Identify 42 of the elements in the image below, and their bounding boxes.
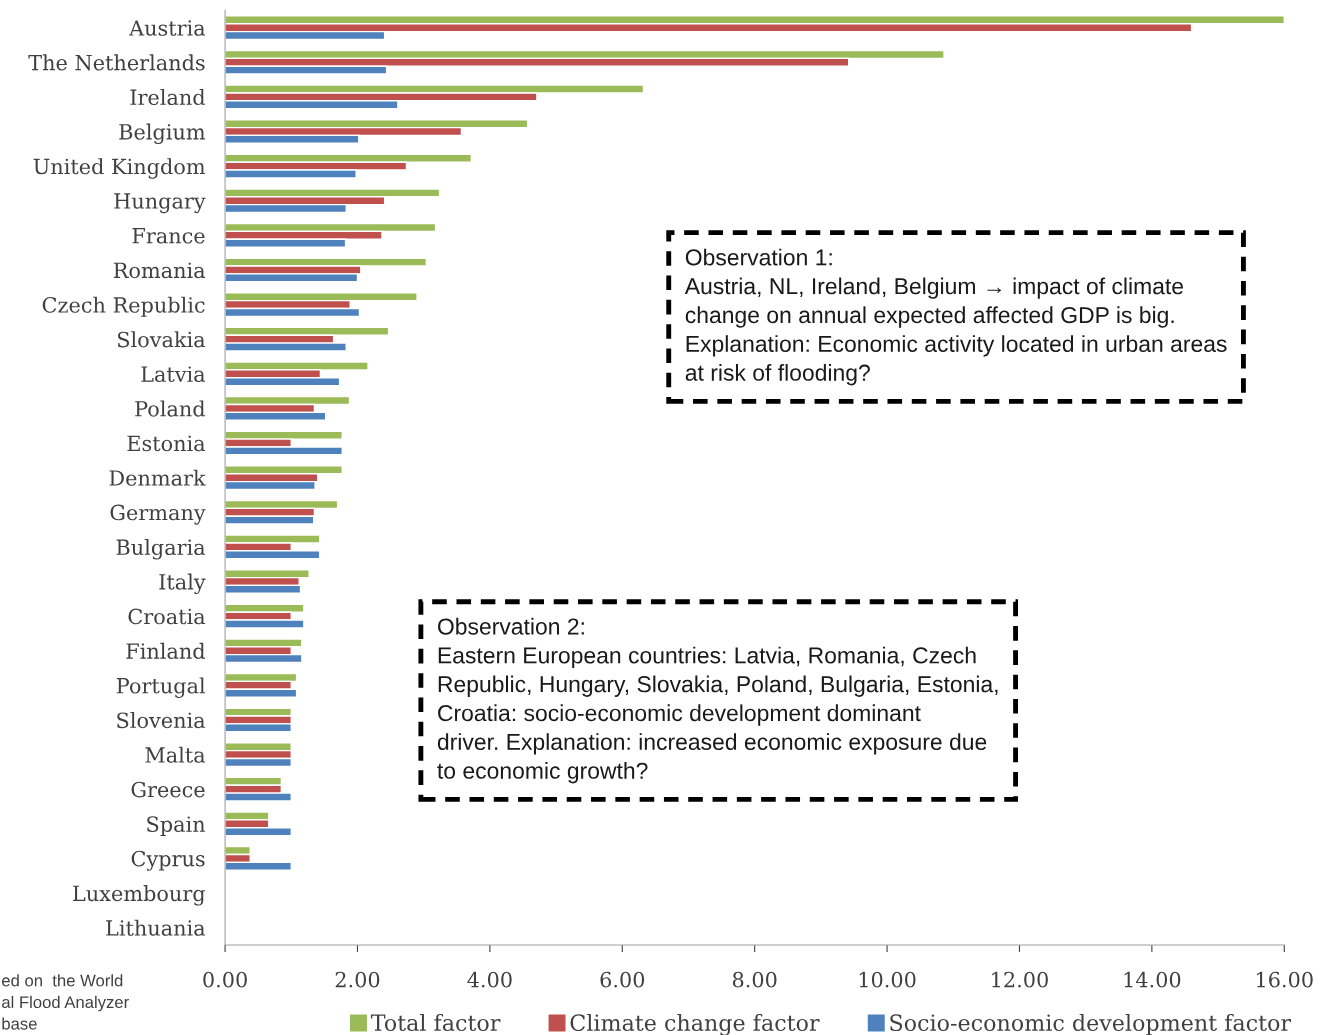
text: ed on the World al Flood Analyzer base — [2, 974, 129, 1030]
x-tick-label: 2.00 — [335, 971, 380, 988]
y-tick-label: Finland — [126, 642, 206, 659]
annotation: Observation 2: Eastern European countries: Latvia, Romania, Czech Republic, Hungary, Slovakia, Poland, Bulgaria, Estonia, Croatia: socio-economic development dominant driver. Explanation: increased economic exposure due to economic growth? — [437, 617, 998, 784]
y-tick-label: Czech Republic — [42, 296, 205, 317]
y-tick-label: Cyprus — [131, 850, 205, 871]
legend-label: Climate change factor — [570, 1013, 820, 1035]
y-tick-label: France — [132, 228, 205, 244]
y-tick-label: Belgium — [119, 123, 206, 145]
x-tick-label: 0.00 — [203, 971, 247, 988]
x-tick-label: 6.00 — [600, 971, 645, 988]
legend-label: Socio-economic development factor — [890, 1013, 1292, 1035]
y-tick-label: Luxembourg — [73, 885, 206, 906]
x-tick-label: 12.00 — [992, 971, 1048, 988]
y-tick-label: Poland — [135, 400, 206, 417]
x-tick-label: 16.00 — [1257, 971, 1313, 988]
legend-label: Total factor — [370, 1013, 501, 1032]
y-tick-label: United Kingdom — [33, 158, 206, 179]
y-tick-label: Latvia — [141, 366, 206, 383]
x-tick-label: 4.00 — [467, 971, 512, 988]
y-tick-label: Hungary — [114, 193, 206, 214]
y-tick-label: Lithuania — [106, 919, 206, 936]
y-tick-label: Romania — [113, 262, 206, 279]
y-tick-label: Portugal — [116, 677, 206, 698]
y-tick-label: The Netherlands — [28, 54, 205, 71]
x-tick-label: 14.00 — [1124, 971, 1181, 988]
y-tick-label: Slovakia — [118, 331, 206, 348]
y-tick-label: Ireland — [130, 88, 206, 106]
y-tick-label: Austria — [128, 20, 206, 36]
x-tick-label: 10.00 — [859, 971, 916, 988]
y-tick-label: Bulgaria — [116, 538, 206, 560]
y-tick-label: Croatia — [128, 608, 206, 625]
y-tick-label: Denmark — [109, 469, 206, 486]
y-tick-label: Germany — [110, 504, 206, 525]
y-tick-label: Estonia — [127, 435, 206, 452]
y-tick-label: Spain — [147, 816, 206, 837]
annotation: Observation 1: Austria, NL, Ireland, Belgium → impact of climate change on annual expected affected GDP is big. Explanation: Economic activity located in urban areas at risk of flooding? — [684, 248, 1227, 386]
x-tick-label: 8.00 — [732, 971, 777, 988]
y-tick-label: Italy — [159, 573, 206, 595]
y-tick-label: Greece — [131, 781, 205, 798]
y-tick-label: Malta — [145, 746, 206, 763]
y-tick-label: Slovenia — [117, 712, 206, 729]
